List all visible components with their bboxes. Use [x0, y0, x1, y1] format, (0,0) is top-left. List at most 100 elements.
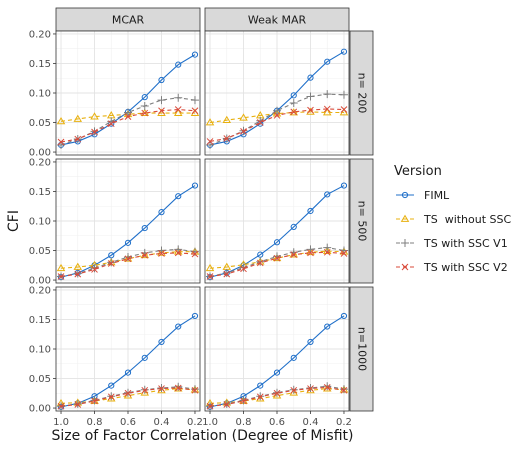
data-point [57, 138, 65, 146]
data-point [290, 223, 297, 231]
data-point [175, 193, 182, 200]
data-point [340, 106, 348, 113]
facet-strip-row [349, 30, 374, 156]
data-point [206, 140, 215, 149]
data-point [124, 113, 132, 120]
data-point [175, 61, 182, 68]
data-point [400, 214, 410, 222]
legend-title: Version [394, 164, 442, 179]
legend-item: TS with SSC V2 [396, 261, 508, 274]
series-line [61, 388, 196, 404]
data-point [191, 250, 199, 258]
y-tick-label: 0.05 [29, 374, 51, 385]
data-point [174, 106, 182, 113]
data-point [90, 112, 99, 120]
panel-2-1 [204, 286, 350, 412]
series-line [210, 388, 345, 404]
data-point [323, 243, 332, 252]
data-point [257, 382, 264, 389]
data-point [273, 389, 281, 397]
y-tick-label: 0.15 [29, 315, 51, 326]
data-point [290, 251, 298, 259]
facet-label-row: n=1000 [356, 327, 369, 371]
data-point [290, 108, 298, 116]
facet-strip-row [349, 158, 374, 284]
data-point [324, 323, 331, 330]
series-line [209, 386, 345, 407]
data-point [74, 401, 82, 408]
data-point [240, 397, 247, 405]
panel-0-1 [204, 30, 350, 156]
data-point [141, 224, 148, 232]
panel-1-0 [55, 158, 201, 284]
series-line [60, 248, 196, 278]
data-point [57, 402, 65, 410]
x-tick-label: 0.8 [87, 417, 103, 428]
panel-border [204, 30, 350, 156]
data-point [124, 255, 132, 263]
data-point [191, 107, 199, 115]
data-point [140, 101, 149, 110]
data-point [140, 108, 150, 116]
y-tick-label: 0.00 [29, 404, 51, 415]
data-point [323, 248, 331, 256]
y-axis-title: CFI [6, 210, 22, 232]
data-point [108, 252, 115, 259]
data-point [256, 259, 264, 267]
data-point [91, 266, 98, 273]
data-point [107, 393, 115, 401]
data-point [74, 270, 82, 278]
data-point [174, 93, 183, 102]
data-point [158, 250, 165, 257]
panel-1-1 [204, 158, 350, 284]
data-point [73, 114, 83, 122]
facet-label-column: MCAR [112, 14, 145, 27]
data-point [108, 382, 115, 389]
data-point [256, 119, 264, 126]
y-tick-label: 0.10 [29, 345, 51, 356]
series-line [209, 111, 344, 124]
data-point [191, 182, 199, 189]
data-point [307, 74, 314, 81]
data-point [141, 109, 149, 117]
data-point [91, 397, 98, 405]
data-point [74, 135, 82, 143]
data-point [158, 209, 165, 216]
data-point [290, 92, 297, 99]
data-point [206, 402, 214, 410]
x-axis-title: Size of Factor Correlation (Degree of Mi… [52, 428, 354, 444]
x-tick-label: 1.0 [202, 417, 218, 428]
data-point [124, 239, 132, 246]
facet-strip-row [349, 286, 374, 412]
data-point [140, 250, 150, 259]
data-point [340, 250, 348, 257]
data-point [340, 182, 348, 189]
data-point [339, 385, 348, 394]
series-line [60, 251, 195, 269]
panel-2-0 [55, 286, 201, 412]
data-point [273, 252, 281, 261]
x-tick-label: 0.2 [187, 417, 203, 428]
data-point [323, 90, 332, 99]
x-tick-label: 0.4 [303, 417, 319, 428]
data-point [56, 116, 66, 125]
data-point [190, 385, 199, 394]
data-point [222, 115, 232, 124]
data-point [256, 393, 264, 401]
series-0 [206, 312, 348, 410]
data-point [256, 257, 265, 266]
data-point [191, 386, 199, 394]
data-point [223, 401, 231, 408]
x-tick-label: 0.8 [236, 417, 252, 428]
data-point [323, 105, 331, 113]
data-point [141, 354, 148, 361]
series-line [60, 315, 196, 408]
legend-item: FIML [396, 189, 450, 202]
data-point [158, 76, 165, 84]
x-tick-label: 0.4 [154, 417, 170, 428]
x-tick-label: 0.6 [269, 417, 285, 428]
data-point [124, 369, 132, 376]
data-point [157, 96, 166, 105]
data-point [56, 263, 66, 272]
